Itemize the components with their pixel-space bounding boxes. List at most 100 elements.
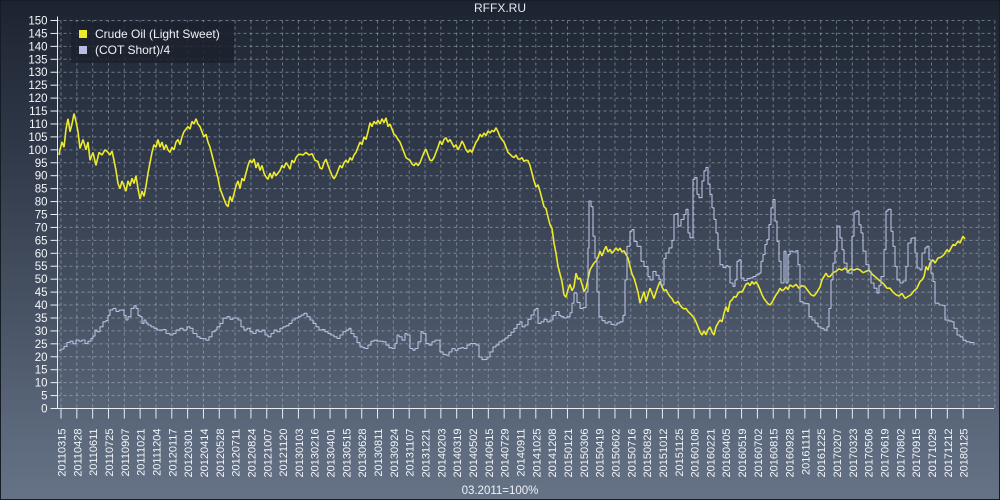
base-period-note: 03.2011=100% bbox=[461, 485, 539, 497]
svg-text:105: 105 bbox=[28, 132, 47, 144]
svg-text:20170323: 20170323 bbox=[848, 429, 860, 478]
svg-text:20160928: 20160928 bbox=[785, 429, 797, 478]
svg-text:5: 5 bbox=[41, 391, 47, 403]
legend-label-crude-oil: Crude Oil (Light Sweet) bbox=[95, 27, 220, 41]
svg-text:20140502: 20140502 bbox=[468, 429, 480, 478]
svg-text:15: 15 bbox=[35, 365, 48, 377]
svg-text:20130216: 20130216 bbox=[310, 429, 322, 478]
svg-text:80: 80 bbox=[35, 197, 48, 209]
svg-text:20150716: 20150716 bbox=[626, 429, 638, 478]
svg-text:20120824: 20120824 bbox=[246, 429, 258, 478]
svg-text:20120711: 20120711 bbox=[231, 429, 243, 477]
svg-text:20120117: 20120117 bbox=[167, 429, 179, 477]
svg-text:20150121: 20150121 bbox=[563, 429, 575, 478]
svg-text:20110611: 20110611 bbox=[88, 429, 100, 476]
svg-text:55: 55 bbox=[35, 261, 48, 273]
svg-text:20130515: 20130515 bbox=[341, 429, 353, 478]
svg-text:90: 90 bbox=[35, 171, 48, 183]
svg-text:70: 70 bbox=[35, 222, 48, 234]
svg-text:0: 0 bbox=[41, 404, 47, 416]
legend-item-cot-short[interactable]: (COT Short)/4 bbox=[79, 42, 220, 58]
svg-text:75: 75 bbox=[35, 210, 48, 222]
svg-text:115: 115 bbox=[29, 106, 47, 118]
svg-text:20110315: 20110315 bbox=[57, 429, 69, 477]
svg-text:20141208: 20141208 bbox=[547, 429, 559, 478]
svg-text:20: 20 bbox=[35, 352, 48, 364]
svg-text:20130401: 20130401 bbox=[326, 429, 338, 478]
svg-text:20131221: 20131221 bbox=[421, 429, 433, 478]
svg-text:60: 60 bbox=[35, 248, 48, 260]
legend: Crude Oil (Light Sweet) (COT Short)/4 bbox=[71, 22, 234, 63]
svg-text:120: 120 bbox=[28, 93, 47, 105]
svg-text:20150306: 20150306 bbox=[579, 429, 591, 478]
svg-text:100: 100 bbox=[28, 145, 47, 157]
svg-text:20140615: 20140615 bbox=[484, 428, 496, 477]
svg-text:20140203: 20140203 bbox=[436, 429, 448, 478]
svg-text:40: 40 bbox=[35, 300, 48, 312]
svg-text:20180125: 20180125 bbox=[959, 429, 971, 478]
svg-text:20150419: 20150419 bbox=[595, 429, 607, 478]
svg-text:20130924: 20130924 bbox=[389, 429, 401, 478]
crude-oil-swatch-icon bbox=[79, 30, 87, 38]
svg-text:20160702: 20160702 bbox=[753, 429, 765, 478]
svg-text:20110725: 20110725 bbox=[104, 429, 116, 477]
legend-item-crude-oil[interactable]: Crude Oil (Light Sweet) bbox=[79, 26, 220, 42]
svg-text:20171029: 20171029 bbox=[927, 429, 939, 478]
svg-text:20161111: 20161111 bbox=[800, 429, 812, 476]
svg-text:20160108: 20160108 bbox=[690, 429, 702, 478]
svg-text:20161225: 20161225 bbox=[816, 429, 828, 478]
svg-text:20160815: 20160815 bbox=[769, 429, 781, 478]
svg-text:20131107: 20131107 bbox=[405, 429, 417, 477]
svg-text:20170506: 20170506 bbox=[864, 429, 876, 478]
svg-text:145: 145 bbox=[28, 28, 47, 40]
svg-text:20150602: 20150602 bbox=[610, 429, 622, 478]
svg-text:135: 135 bbox=[28, 54, 47, 66]
svg-text:20170207: 20170207 bbox=[832, 429, 844, 478]
svg-text:20120528: 20120528 bbox=[215, 429, 227, 478]
svg-text:20130811: 20130811 bbox=[373, 429, 385, 477]
legend-label-cot-short: (COT Short)/4 bbox=[95, 43, 171, 57]
svg-text:20121120: 20121120 bbox=[278, 429, 290, 477]
svg-text:20150829: 20150829 bbox=[642, 429, 654, 478]
svg-text:20110428: 20110428 bbox=[72, 429, 84, 477]
svg-text:20160405: 20160405 bbox=[721, 429, 733, 478]
svg-text:30: 30 bbox=[35, 326, 48, 338]
svg-text:20170915: 20170915 bbox=[911, 429, 923, 478]
svg-text:20160221: 20160221 bbox=[705, 429, 717, 478]
svg-text:125: 125 bbox=[28, 80, 47, 92]
svg-text:140: 140 bbox=[28, 41, 47, 53]
svg-text:20111021: 20111021 bbox=[136, 429, 148, 476]
svg-text:20170802: 20170802 bbox=[895, 429, 907, 478]
chart-title: RFFX.RU bbox=[474, 1, 526, 15]
cot-short-swatch-icon bbox=[79, 46, 87, 54]
svg-text:20130628: 20130628 bbox=[357, 429, 369, 478]
svg-text:20120414: 20120414 bbox=[199, 429, 211, 478]
svg-text:85: 85 bbox=[35, 184, 48, 196]
svg-text:20151012: 20151012 bbox=[658, 429, 670, 478]
svg-text:45: 45 bbox=[35, 287, 48, 299]
svg-text:20171212: 20171212 bbox=[943, 429, 955, 478]
svg-text:95: 95 bbox=[35, 158, 48, 170]
svg-text:110: 110 bbox=[29, 119, 47, 131]
svg-text:150: 150 bbox=[28, 16, 47, 28]
svg-text:10: 10 bbox=[35, 378, 48, 390]
svg-text:20151125: 20151125 bbox=[674, 429, 686, 477]
svg-text:20121007: 20121007 bbox=[262, 429, 274, 478]
svg-text:20140911: 20140911 bbox=[515, 429, 527, 477]
svg-text:130: 130 bbox=[28, 67, 47, 79]
svg-text:20141025: 20141025 bbox=[531, 429, 543, 478]
svg-text:20170619: 20170619 bbox=[880, 429, 892, 478]
svg-text:35: 35 bbox=[35, 313, 48, 325]
svg-text:20140729: 20140729 bbox=[500, 429, 512, 478]
svg-text:20130103: 20130103 bbox=[294, 429, 306, 478]
svg-text:25: 25 bbox=[35, 339, 48, 351]
svg-text:65: 65 bbox=[35, 235, 48, 247]
svg-text:20160519: 20160519 bbox=[737, 429, 749, 478]
svg-text:20111204: 20111204 bbox=[151, 429, 163, 476]
svg-text:50: 50 bbox=[35, 274, 48, 286]
svg-text:20110907: 20110907 bbox=[120, 429, 132, 477]
svg-text:20140319: 20140319 bbox=[452, 429, 464, 478]
svg-text:20120301: 20120301 bbox=[183, 429, 195, 478]
